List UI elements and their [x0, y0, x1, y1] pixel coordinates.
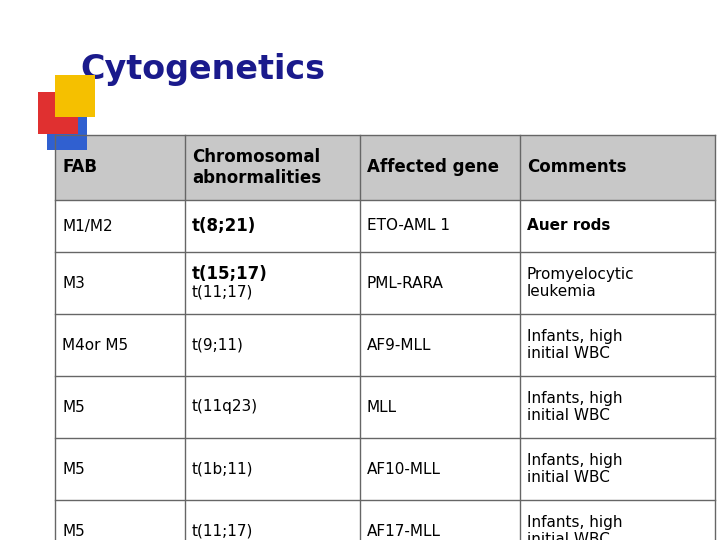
Bar	[55, 314, 715, 376]
Text: Infants, high
initial WBC: Infants, high initial WBC	[527, 453, 623, 485]
Text: Infants, high
initial WBC: Infants, high initial WBC	[527, 328, 623, 361]
Text: M5: M5	[62, 523, 85, 538]
Bar	[55, 252, 715, 314]
Bar	[55, 500, 715, 540]
Text: FAB: FAB	[62, 159, 97, 177]
Text: PML-RARA: PML-RARA	[367, 275, 444, 291]
Text: AF17-MLL: AF17-MLL	[367, 523, 441, 538]
Text: Infants, high
initial WBC: Infants, high initial WBC	[527, 515, 623, 540]
Text: ETO-AML 1: ETO-AML 1	[367, 219, 450, 233]
Bar	[38, 92, 78, 134]
Text: t(8;21): t(8;21)	[192, 217, 256, 235]
Text: M1/M2: M1/M2	[62, 219, 112, 233]
Text: Cytogenetics: Cytogenetics	[80, 53, 325, 86]
Text: t(11;17): t(11;17)	[192, 523, 253, 538]
Bar	[55, 438, 715, 500]
Text: Infants, high
initial WBC: Infants, high initial WBC	[527, 390, 623, 423]
Text: MLL: MLL	[367, 400, 397, 415]
Text: Affected gene: Affected gene	[367, 159, 499, 177]
Bar	[55, 200, 715, 252]
Text: M3: M3	[62, 275, 85, 291]
Text: AF10-MLL: AF10-MLL	[367, 462, 441, 476]
Text: t(11;17): t(11;17)	[192, 285, 253, 300]
Text: Comments: Comments	[527, 159, 626, 177]
Text: M5: M5	[62, 400, 85, 415]
Text: Auer rods: Auer rods	[527, 219, 611, 233]
Text: M4or M5: M4or M5	[62, 338, 128, 353]
Text: t(1b;11): t(1b;11)	[192, 462, 253, 476]
Bar	[55, 376, 715, 438]
Text: t(11q23): t(11q23)	[192, 400, 258, 415]
Text: t(15;17): t(15;17)	[192, 265, 268, 283]
Bar	[55, 75, 95, 117]
Bar	[47, 108, 87, 150]
Bar	[55, 135, 715, 200]
Text: t(9;11): t(9;11)	[192, 338, 244, 353]
Text: Promyelocytic
leukemia: Promyelocytic leukemia	[527, 267, 634, 300]
Text: Chromosomal
abnormalities: Chromosomal abnormalities	[192, 148, 321, 187]
Text: AF9-MLL: AF9-MLL	[367, 338, 431, 353]
Text: M5: M5	[62, 462, 85, 476]
